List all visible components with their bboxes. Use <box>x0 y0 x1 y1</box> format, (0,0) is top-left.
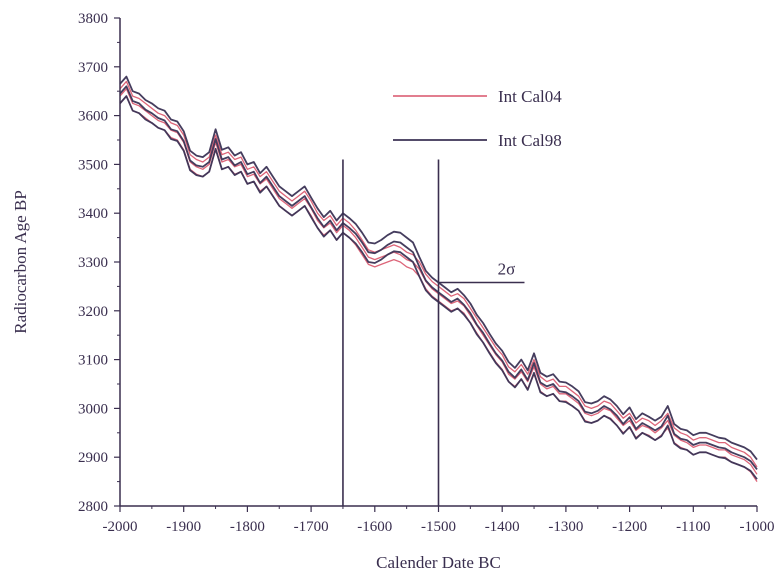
x-tick-label: -1900 <box>166 519 201 535</box>
x-tick-label: -1300 <box>548 519 583 535</box>
y-tick-label: 3000 <box>78 401 108 417</box>
y-tick-label: 3300 <box>78 255 108 271</box>
annotations: 2σ <box>342 159 525 506</box>
x-tick-label: -1400 <box>485 519 520 535</box>
y-tick-label: 3600 <box>78 109 108 125</box>
x-tick-label: -1100 <box>676 519 710 535</box>
x-tick-label: -1600 <box>357 519 392 535</box>
y-tick-label: 3100 <box>78 353 108 369</box>
x-tick-label: -1800 <box>230 519 265 535</box>
y-tick-label: 3500 <box>78 157 108 173</box>
x-tick-label: -1000 <box>740 519 775 535</box>
x-tick-label: -1200 <box>612 519 647 535</box>
legend-label-1: Int Cal04 <box>498 87 562 106</box>
y-axis-title: Radiocarbon Age BP <box>11 190 30 334</box>
y-tick-label: 3400 <box>78 206 108 222</box>
x-axis-title: Calender Date BC <box>376 553 501 572</box>
y-tick-label: 3700 <box>78 60 108 76</box>
x-tick-label: -1700 <box>294 519 329 535</box>
x-tick-label: -2000 <box>103 519 138 535</box>
y-tick-label: 3200 <box>78 304 108 320</box>
legend-label-2: Int Cal98 <box>498 131 562 150</box>
y-tick-label: 2800 <box>78 499 108 515</box>
axes: 2800 2900 3000 3100 3200 3300 3400 3500 3600 3700… <box>78 11 775 535</box>
y-tick-label: 3800 <box>78 11 108 27</box>
x-tick-label: -1500 <box>421 519 456 535</box>
sigma-label: 2σ <box>498 259 516 278</box>
y-tick-label: 2900 <box>78 450 108 466</box>
legend: Int Cal04 Int Cal98 <box>393 87 562 150</box>
